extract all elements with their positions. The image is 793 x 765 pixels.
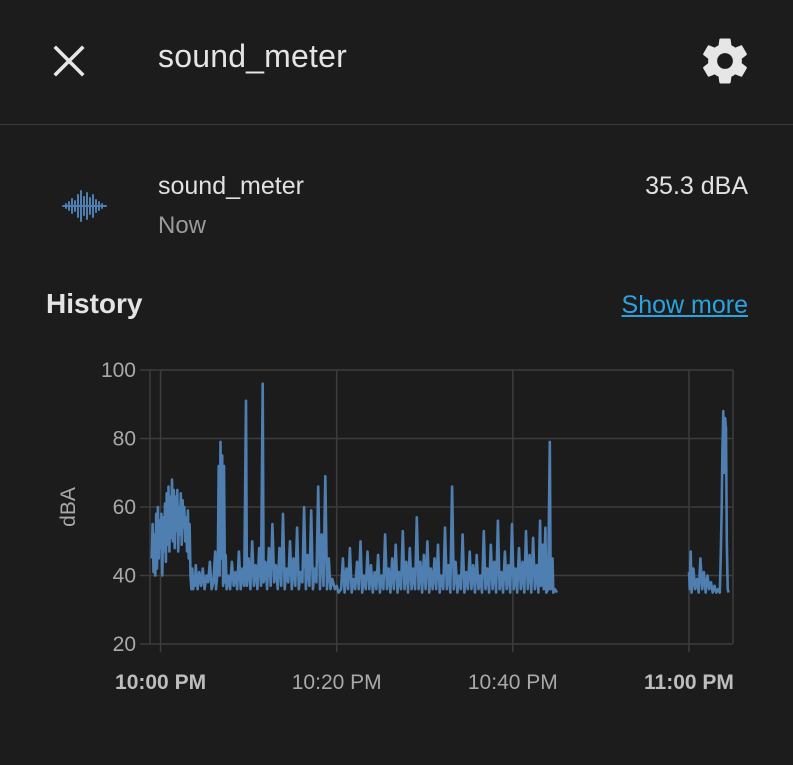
history-heading: History [46, 288, 143, 319]
entity-name: sound_meter [158, 172, 304, 200]
entity-last-changed: Now [158, 212, 207, 239]
x-tick-label: 10:00 PM [115, 671, 206, 694]
x-tick-label: 11:00 PM [644, 671, 734, 694]
y-axis-title: dBA [57, 487, 80, 527]
dialog-title: sound_meter [158, 38, 347, 74]
y-tick-label: 40 [113, 565, 136, 588]
gear-icon [703, 38, 747, 84]
waveform-icon [62, 190, 107, 222]
y-tick-label: 20 [113, 633, 136, 656]
y-tick-label: 100 [101, 359, 136, 382]
entity-row[interactable]: sound_meter Now 35.3 dBA [0, 160, 793, 250]
entity-state-value: 35.3 dBA [645, 172, 748, 200]
close-button[interactable] [42, 34, 96, 88]
close-icon [53, 45, 85, 77]
series-line-segment-2 [687, 409, 730, 594]
settings-button[interactable] [698, 34, 752, 88]
history-chart-svg: 20 40 60 80 100 10:00 PM 10:20 PM 10:40 PM 11:00… [57, 359, 734, 694]
history-chart[interactable]: 20 40 60 80 100 10:00 PM 10:20 PM 10:40 PM 11:00… [0, 350, 793, 710]
dialog-header: sound_meter [0, 0, 793, 125]
y-tick-label: 60 [113, 496, 136, 519]
y-tick-label: 80 [113, 428, 136, 451]
show-more-link[interactable]: Show more [621, 291, 748, 319]
series-line-segment-1 [150, 382, 559, 594]
x-tick-label: 10:40 PM [468, 671, 558, 694]
x-tick-label: 10:20 PM [292, 671, 382, 694]
